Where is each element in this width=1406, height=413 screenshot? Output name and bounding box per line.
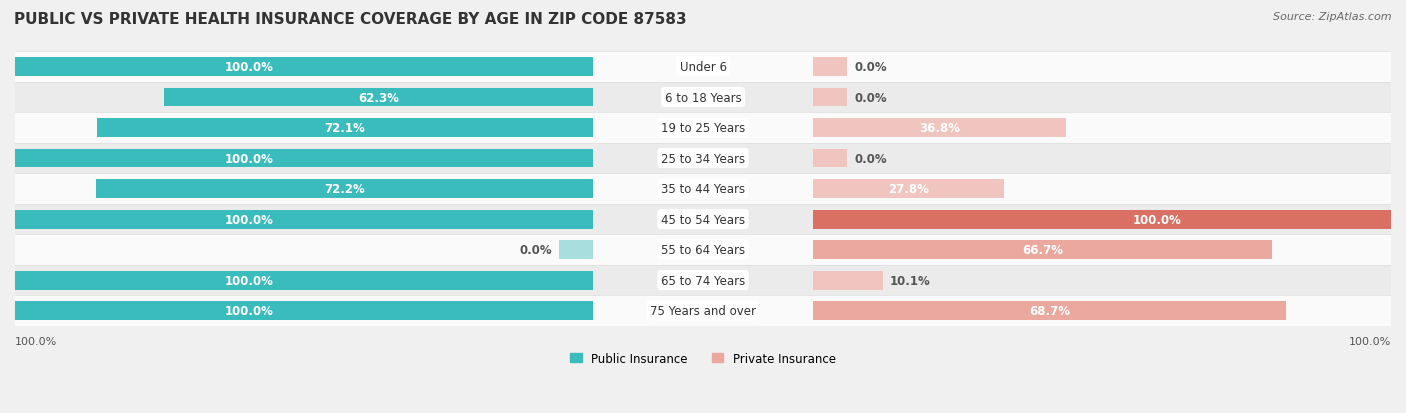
Text: 100.0%: 100.0% xyxy=(225,274,273,287)
Bar xyxy=(813,240,1272,259)
Text: 72.1%: 72.1% xyxy=(325,122,366,135)
Bar xyxy=(0,149,593,168)
Bar xyxy=(558,240,593,259)
Text: 72.2%: 72.2% xyxy=(325,183,366,196)
Text: 66.7%: 66.7% xyxy=(1022,244,1063,256)
Text: 10.1%: 10.1% xyxy=(890,274,931,287)
Text: 19 to 25 Years: 19 to 25 Years xyxy=(661,122,745,135)
Bar xyxy=(813,88,848,107)
Text: 0.0%: 0.0% xyxy=(855,61,887,74)
Text: 45 to 54 Years: 45 to 54 Years xyxy=(661,213,745,226)
Bar xyxy=(15,174,1391,204)
Text: 6 to 18 Years: 6 to 18 Years xyxy=(665,91,741,104)
Text: 25 to 34 Years: 25 to 34 Years xyxy=(661,152,745,165)
Bar xyxy=(15,296,1391,326)
Text: 75 Years and over: 75 Years and over xyxy=(650,304,756,317)
Bar xyxy=(15,113,1391,143)
Text: 35 to 44 Years: 35 to 44 Years xyxy=(661,183,745,196)
Text: 65 to 74 Years: 65 to 74 Years xyxy=(661,274,745,287)
Bar xyxy=(813,119,1066,138)
Bar xyxy=(97,119,593,138)
Bar xyxy=(15,265,1391,296)
Bar xyxy=(813,271,883,290)
Bar xyxy=(15,143,1391,174)
Text: 100.0%: 100.0% xyxy=(225,304,273,317)
Bar xyxy=(96,180,593,199)
Bar xyxy=(15,52,1391,83)
Text: 100.0%: 100.0% xyxy=(15,336,58,346)
Bar xyxy=(0,210,593,229)
Text: 68.7%: 68.7% xyxy=(1029,304,1070,317)
Bar xyxy=(0,58,593,77)
Text: 0.0%: 0.0% xyxy=(855,91,887,104)
Text: 0.0%: 0.0% xyxy=(519,244,551,256)
Text: 55 to 64 Years: 55 to 64 Years xyxy=(661,244,745,256)
Text: 36.8%: 36.8% xyxy=(920,122,960,135)
Text: Source: ZipAtlas.com: Source: ZipAtlas.com xyxy=(1274,12,1392,22)
Bar xyxy=(813,149,848,168)
Bar xyxy=(813,210,1406,229)
Text: 62.3%: 62.3% xyxy=(359,91,399,104)
Bar xyxy=(165,88,593,107)
Text: 0.0%: 0.0% xyxy=(855,152,887,165)
Text: PUBLIC VS PRIVATE HEALTH INSURANCE COVERAGE BY AGE IN ZIP CODE 87583: PUBLIC VS PRIVATE HEALTH INSURANCE COVER… xyxy=(14,12,686,27)
Text: 100.0%: 100.0% xyxy=(225,152,273,165)
Text: 100.0%: 100.0% xyxy=(1133,213,1181,226)
Bar xyxy=(15,204,1391,235)
Bar xyxy=(813,180,1004,199)
Legend: Public Insurance, Private Insurance: Public Insurance, Private Insurance xyxy=(565,347,841,370)
Bar xyxy=(0,301,593,320)
Bar xyxy=(15,235,1391,265)
Text: 27.8%: 27.8% xyxy=(889,183,929,196)
Bar xyxy=(15,83,1391,113)
Text: 100.0%: 100.0% xyxy=(1348,336,1391,346)
Text: 100.0%: 100.0% xyxy=(225,213,273,226)
Bar xyxy=(813,58,848,77)
Text: Under 6: Under 6 xyxy=(679,61,727,74)
Bar xyxy=(813,301,1285,320)
Text: 100.0%: 100.0% xyxy=(225,61,273,74)
Bar xyxy=(0,271,593,290)
